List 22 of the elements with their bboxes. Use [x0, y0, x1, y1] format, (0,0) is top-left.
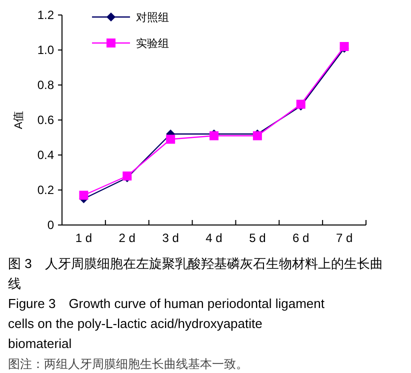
- text: 图注：两组人牙周膜细胞生长曲线基本一致。: [8, 357, 248, 371]
- x-tick-label: 4 d: [206, 231, 222, 245]
- x-tick-label: 6 d: [292, 231, 310, 245]
- point: [166, 134, 176, 144]
- text: Figure 3 Growth curve of human periodontal ligament cells on the poly-L-lactic acid/hydroxyapatite biomaterial: [8, 296, 325, 351]
- y-tick-label: 0.2: [37, 183, 54, 198]
- legend-label: 实验组: [136, 36, 169, 50]
- text: 图 3 人牙周膜细胞在左旋聚乳酸羟基磷灰石生物材料上的生长曲线: [8, 256, 383, 291]
- x-tick-label: 2 d: [118, 231, 136, 245]
- x-tick-label: 1 d: [75, 231, 92, 245]
- x-tick-label: 3 d: [162, 231, 179, 245]
- y-tick-label: 0.4: [37, 148, 54, 162]
- x-tick-label: 5 d: [249, 231, 266, 245]
- y-tick-label: 0.8: [37, 78, 54, 92]
- y-tick-label: 0.6: [37, 113, 54, 128]
- point: [79, 190, 88, 200]
- legend-label: 对照组: [136, 10, 169, 24]
- y-tick-label: 1.2: [37, 8, 54, 22]
- y-axis-title: A值: [13, 110, 25, 130]
- x-tick-label: 7 d: [336, 231, 353, 245]
- y-tick-label: 1.0: [37, 43, 54, 58]
- y-tick-label: 0: [47, 218, 54, 232]
